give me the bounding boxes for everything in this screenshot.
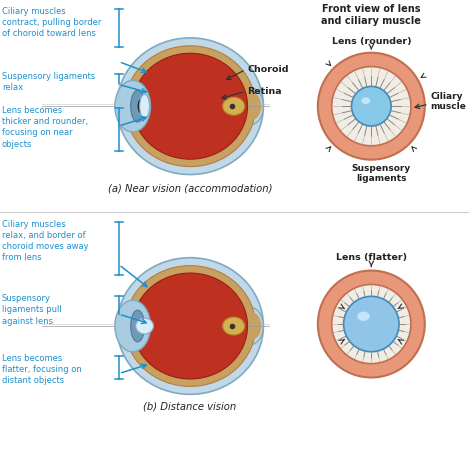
Circle shape xyxy=(344,296,399,352)
Ellipse shape xyxy=(361,97,370,104)
Circle shape xyxy=(352,86,391,126)
Text: Lens becomes
thicker and rounder,
focusing on near
objects: Lens becomes thicker and rounder, focusi… xyxy=(2,106,88,148)
Text: Ciliary muscles
relax, and border of
choroid moves away
from lens: Ciliary muscles relax, and border of cho… xyxy=(2,220,89,263)
Ellipse shape xyxy=(133,53,247,159)
Ellipse shape xyxy=(236,307,264,345)
Ellipse shape xyxy=(140,94,149,118)
Text: Lens (rounder): Lens (rounder) xyxy=(331,37,411,46)
Ellipse shape xyxy=(136,318,154,334)
Ellipse shape xyxy=(115,81,151,132)
Ellipse shape xyxy=(133,273,247,379)
Circle shape xyxy=(318,53,425,160)
Ellipse shape xyxy=(115,300,151,352)
Ellipse shape xyxy=(357,312,370,321)
Ellipse shape xyxy=(117,258,264,394)
Text: Front view of lens
and ciliary muscle: Front view of lens and ciliary muscle xyxy=(321,4,421,26)
Text: (a) Near vision (accommodation): (a) Near vision (accommodation) xyxy=(108,183,273,193)
Text: Suspensory ligaments
relax: Suspensory ligaments relax xyxy=(2,71,95,91)
Ellipse shape xyxy=(125,266,255,386)
Text: (b) Distance vision: (b) Distance vision xyxy=(144,401,237,411)
Circle shape xyxy=(332,284,411,364)
Text: Ciliary muscles
contract, pulling border
of choroid toward lens: Ciliary muscles contract, pulling border… xyxy=(2,7,101,38)
Ellipse shape xyxy=(242,92,261,120)
Ellipse shape xyxy=(137,99,144,113)
Text: Retina: Retina xyxy=(247,87,282,96)
Ellipse shape xyxy=(131,310,145,342)
Text: Lens (flatter): Lens (flatter) xyxy=(336,253,407,262)
Ellipse shape xyxy=(125,46,255,167)
Ellipse shape xyxy=(223,317,245,335)
Text: Choroid: Choroid xyxy=(247,65,289,74)
Ellipse shape xyxy=(242,312,261,340)
Ellipse shape xyxy=(223,97,245,115)
Ellipse shape xyxy=(131,91,145,122)
Circle shape xyxy=(318,271,425,378)
Text: Ciliary
muscle: Ciliary muscle xyxy=(431,91,466,111)
Text: Suspensory
ligaments pull
against lens: Suspensory ligaments pull against lens xyxy=(2,294,62,325)
Circle shape xyxy=(332,66,411,146)
Ellipse shape xyxy=(236,87,264,125)
Text: Suspensory
ligaments: Suspensory ligaments xyxy=(352,164,411,183)
Ellipse shape xyxy=(137,319,144,333)
Ellipse shape xyxy=(117,38,264,175)
Text: Lens becomes
flatter, focusing on
distant objects: Lens becomes flatter, focusing on distan… xyxy=(2,354,82,385)
